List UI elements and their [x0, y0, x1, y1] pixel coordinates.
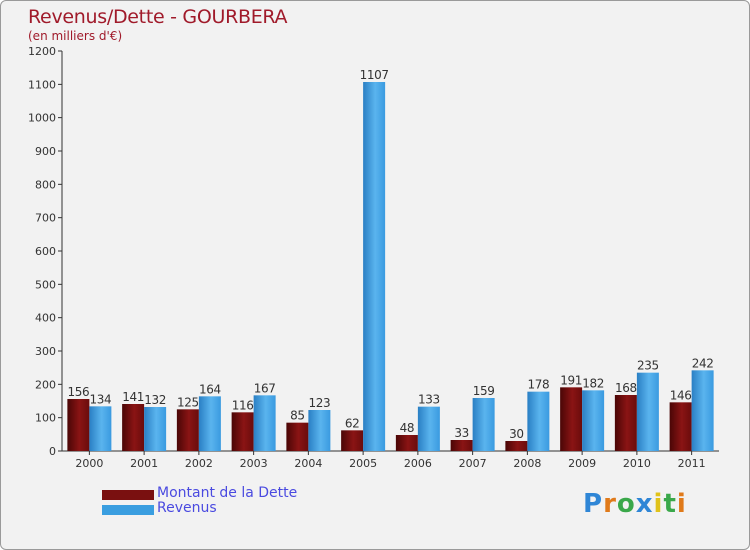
- bar-debt: [176, 409, 199, 451]
- legend-label-debt: Montant de la Dette: [157, 485, 298, 501]
- y-tick-label: 1200: [28, 45, 56, 58]
- bar-revenue: [363, 82, 386, 451]
- y-tick-label: 700: [35, 212, 56, 225]
- x-tick-label: 2008: [513, 457, 541, 470]
- legend-label-revenue: Revenus: [157, 500, 217, 516]
- data-label-revenue: 242: [692, 356, 714, 370]
- x-tick-label: 2004: [294, 457, 322, 470]
- x-tick-label: 2005: [349, 457, 377, 470]
- data-label-revenue: 123: [309, 396, 331, 410]
- x-tick-label: 2011: [678, 457, 706, 470]
- data-label-revenue: 134: [90, 392, 112, 406]
- y-tick-label: 1100: [28, 78, 56, 91]
- logo-letter: i: [676, 489, 687, 519]
- data-label-debt: 116: [232, 398, 254, 412]
- proxiti-logo: Proxiti: [583, 489, 687, 519]
- logo-letter: t: [663, 489, 677, 519]
- y-tick-label: 500: [35, 278, 56, 291]
- bar-debt: [231, 412, 254, 451]
- y-tick-label: 100: [35, 412, 56, 425]
- x-tick-label: 2009: [568, 457, 596, 470]
- bar-revenue: [691, 370, 714, 451]
- bar-revenue: [253, 395, 276, 451]
- bar-debt: [669, 402, 692, 451]
- logo-letter: r: [603, 489, 617, 519]
- data-label-revenue: 1107: [360, 68, 389, 82]
- y-tick-label: 800: [35, 178, 56, 191]
- y-tick-label: 1000: [28, 112, 56, 125]
- data-label-debt: 30: [509, 427, 523, 441]
- bar-debt: [560, 387, 583, 451]
- bar-revenue: [89, 406, 112, 451]
- bar-debt: [341, 430, 364, 451]
- data-label-revenue: 235: [637, 359, 659, 373]
- bar-debt: [286, 422, 309, 451]
- legend-swatch-debt: [102, 490, 154, 500]
- data-label-debt: 85: [290, 409, 304, 423]
- bar-debt: [450, 440, 473, 451]
- data-label-debt: 191: [560, 373, 582, 387]
- bar-revenue: [527, 391, 550, 451]
- data-label-debt: 33: [454, 426, 468, 440]
- logo-letter: P: [583, 489, 604, 519]
- bar-debt: [505, 441, 528, 451]
- data-label-debt: 141: [122, 390, 144, 404]
- bar-revenue: [582, 390, 605, 451]
- x-tick-label: 2007: [459, 457, 487, 470]
- bar-revenue: [636, 372, 659, 451]
- legend-swatch-revenue: [102, 505, 154, 515]
- bar-debt: [395, 435, 418, 451]
- bar-revenue: [472, 398, 495, 451]
- bar-revenue: [308, 410, 331, 451]
- bar-revenue: [198, 396, 221, 451]
- bar-revenue: [144, 407, 167, 451]
- data-label-revenue: 178: [528, 378, 550, 392]
- x-tick-label: 2010: [623, 457, 651, 470]
- data-label-revenue: 182: [582, 376, 604, 390]
- y-tick-label: 400: [35, 312, 56, 325]
- bar-debt: [67, 399, 90, 451]
- data-label-revenue: 159: [473, 384, 495, 398]
- x-tick-label: 2002: [185, 457, 213, 470]
- chart-title: Revenus/Dette - GOURBERA: [28, 6, 288, 28]
- data-label-debt: 48: [400, 421, 414, 435]
- data-label-debt: 156: [68, 385, 90, 399]
- y-tick-label: 0: [49, 445, 56, 458]
- bar-debt: [122, 404, 145, 451]
- data-label-debt: 125: [177, 395, 199, 409]
- data-label-revenue: 133: [418, 393, 440, 407]
- data-label-revenue: 167: [254, 381, 276, 395]
- logo-letter: x: [635, 489, 654, 519]
- data-label-debt: 146: [670, 388, 692, 402]
- logo-letter: i: [653, 489, 664, 519]
- data-label-revenue: 164: [199, 382, 221, 396]
- y-tick-label: 300: [35, 345, 56, 358]
- y-tick-label: 900: [35, 145, 56, 158]
- y-tick-label: 200: [35, 378, 56, 391]
- bar-debt: [614, 395, 637, 451]
- data-label-debt: 62: [345, 416, 359, 430]
- logo-letter: o: [616, 489, 636, 519]
- data-label-debt: 168: [615, 381, 637, 395]
- x-tick-label: 2003: [240, 457, 268, 470]
- x-tick-label: 2000: [75, 457, 103, 470]
- chart-subtitle: (en milliers d'€): [28, 29, 123, 43]
- data-label-revenue: 132: [144, 393, 166, 407]
- x-tick-label: 2006: [404, 457, 432, 470]
- y-tick-label: 600: [35, 245, 56, 258]
- bar-revenue: [417, 406, 440, 451]
- x-tick-label: 2001: [130, 457, 158, 470]
